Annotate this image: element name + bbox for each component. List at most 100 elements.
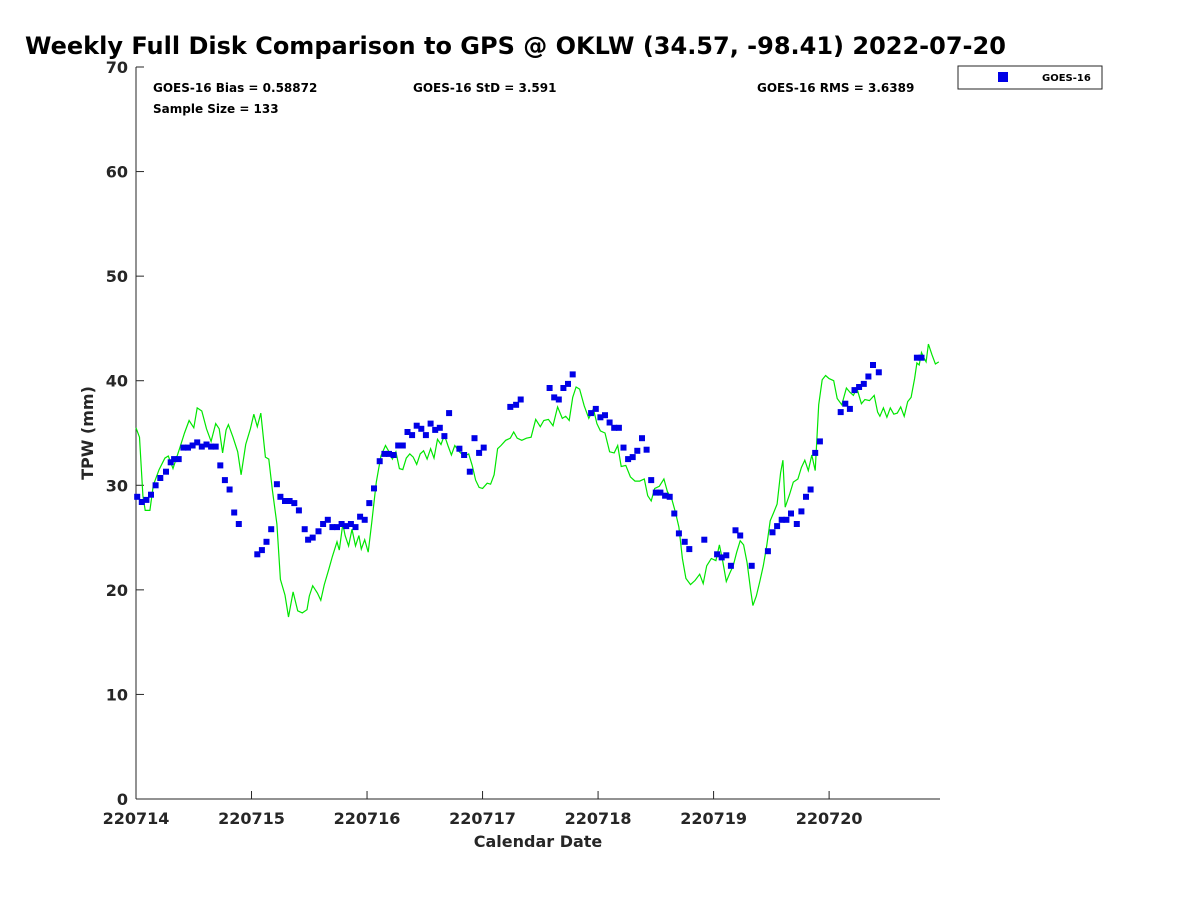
goes16-data-point [798, 508, 805, 515]
goes16-data-point [846, 405, 853, 412]
x-tick-label: 220715 [218, 809, 285, 828]
goes16-data-point [807, 486, 814, 493]
goes16-data-point [422, 432, 429, 439]
goes16-data-point [180, 444, 187, 451]
goes16-data-point [301, 526, 308, 533]
goes16-data-point [597, 414, 604, 421]
goes16-data-point [875, 369, 882, 376]
goes16-data-point [837, 409, 844, 416]
goes16-data-point [157, 475, 164, 481]
goes16-data-point [507, 403, 514, 410]
goes16-data-point [134, 493, 141, 500]
x-ticks: 220714 220715 220716 220717 220718 220719 2207… [103, 791, 863, 828]
goes16-data-point [185, 444, 191, 451]
goes16-data-point [788, 510, 794, 517]
chart-title: Weekly Full Disk Comparison to GPS @ OKL… [25, 32, 1006, 60]
goes16-data-point [737, 532, 744, 539]
goes16-data-point [226, 486, 233, 493]
goes16-data-point [366, 500, 373, 507]
goes16-data-point [865, 373, 872, 380]
goes16-data-point [217, 462, 224, 469]
goes16-data-point [441, 433, 448, 440]
goes16-data-point [565, 380, 571, 387]
y-tick-label: 0 [117, 790, 128, 809]
goes16-data-point [171, 456, 178, 463]
goes16-data-point [551, 394, 558, 401]
goes16-data-point [732, 527, 739, 534]
goes16-data-point [446, 410, 453, 417]
goes16-data-point [629, 454, 636, 461]
goes16-data-point [625, 456, 632, 463]
goes16-data-point [390, 452, 397, 458]
goes16-data-point [480, 444, 487, 451]
goes16-data-point [436, 424, 443, 431]
goes16-data-point [723, 552, 730, 559]
goes16-data-point [793, 521, 800, 527]
goes16-data-point [643, 446, 650, 453]
y-tick-label: 70 [106, 58, 128, 77]
goes16-data-point [803, 493, 809, 500]
goes16-data-point [778, 516, 785, 523]
stat-rms: GOES-16 RMS = 3.6389 [757, 81, 914, 95]
goes16-data-point [856, 384, 863, 390]
goes16-data-point [291, 500, 298, 507]
goes16-data-point [639, 435, 645, 442]
stat-sample-size: Sample Size = 133 [153, 102, 279, 116]
y-tick-label: 20 [106, 581, 128, 600]
goes16-data-point [381, 450, 388, 457]
goes16-data-point [347, 521, 354, 527]
goes16-data-point [329, 524, 336, 531]
goes16-data-point [471, 435, 478, 442]
stat-bias: GOES-16 Bias = 0.58872 [153, 81, 317, 95]
goes16-data-point [748, 562, 755, 569]
goes16-data-point [555, 396, 562, 403]
goes16-data-point [198, 443, 205, 450]
goes16-data-point [615, 424, 622, 431]
goes16-data-point [592, 405, 599, 412]
legend: GOES-16 [957, 65, 1103, 90]
goes16-data-point [399, 442, 406, 449]
goes16-data-point [203, 441, 210, 448]
goes16-data-point [263, 538, 270, 545]
goes16-data-point [167, 459, 174, 466]
goes16-data-point [648, 477, 655, 484]
goes16-data-point [286, 498, 293, 504]
goes16-data-point [212, 443, 219, 450]
goes16-data-point [774, 523, 781, 530]
goes16-data-point [386, 450, 392, 457]
goes16-data-point [662, 492, 669, 499]
goes16-data-point [273, 481, 280, 488]
goes16-data-point [334, 524, 340, 531]
goes16-data-point [352, 524, 359, 531]
goes16-data-point [675, 530, 682, 537]
goes16-data-point [418, 425, 425, 432]
legend-box [957, 65, 1103, 90]
goes16-data-point [657, 489, 664, 496]
goes16-data-point [309, 534, 316, 541]
goes16-data-point [175, 456, 182, 463]
goes16-data-point [517, 396, 524, 403]
goes16-data-point [258, 547, 265, 554]
goes16-data-point [611, 424, 618, 431]
y-tick-label: 10 [106, 685, 128, 704]
goes16-data-point [860, 380, 867, 387]
goes16-data-point [268, 526, 275, 533]
goes16-data-point [671, 510, 678, 517]
goes16-data-point [727, 562, 734, 569]
goes16-data-point [376, 458, 383, 465]
goes16-data-point [221, 477, 228, 484]
goes16-data-point [588, 410, 595, 417]
goes16-data-point [606, 419, 613, 426]
goes16-data-point [569, 371, 576, 378]
goes16-data-point [138, 499, 145, 505]
goes16-data-point [282, 498, 288, 504]
goes16-data-point [338, 521, 345, 527]
goes16-data-point [560, 385, 567, 391]
goes16-data-point [371, 485, 377, 492]
goes16-data-point [143, 496, 150, 503]
x-tick-label: 220716 [334, 809, 401, 828]
goes16-data-point [148, 491, 154, 498]
goes16-data-point [456, 445, 463, 452]
goes16-data-point [701, 536, 708, 543]
